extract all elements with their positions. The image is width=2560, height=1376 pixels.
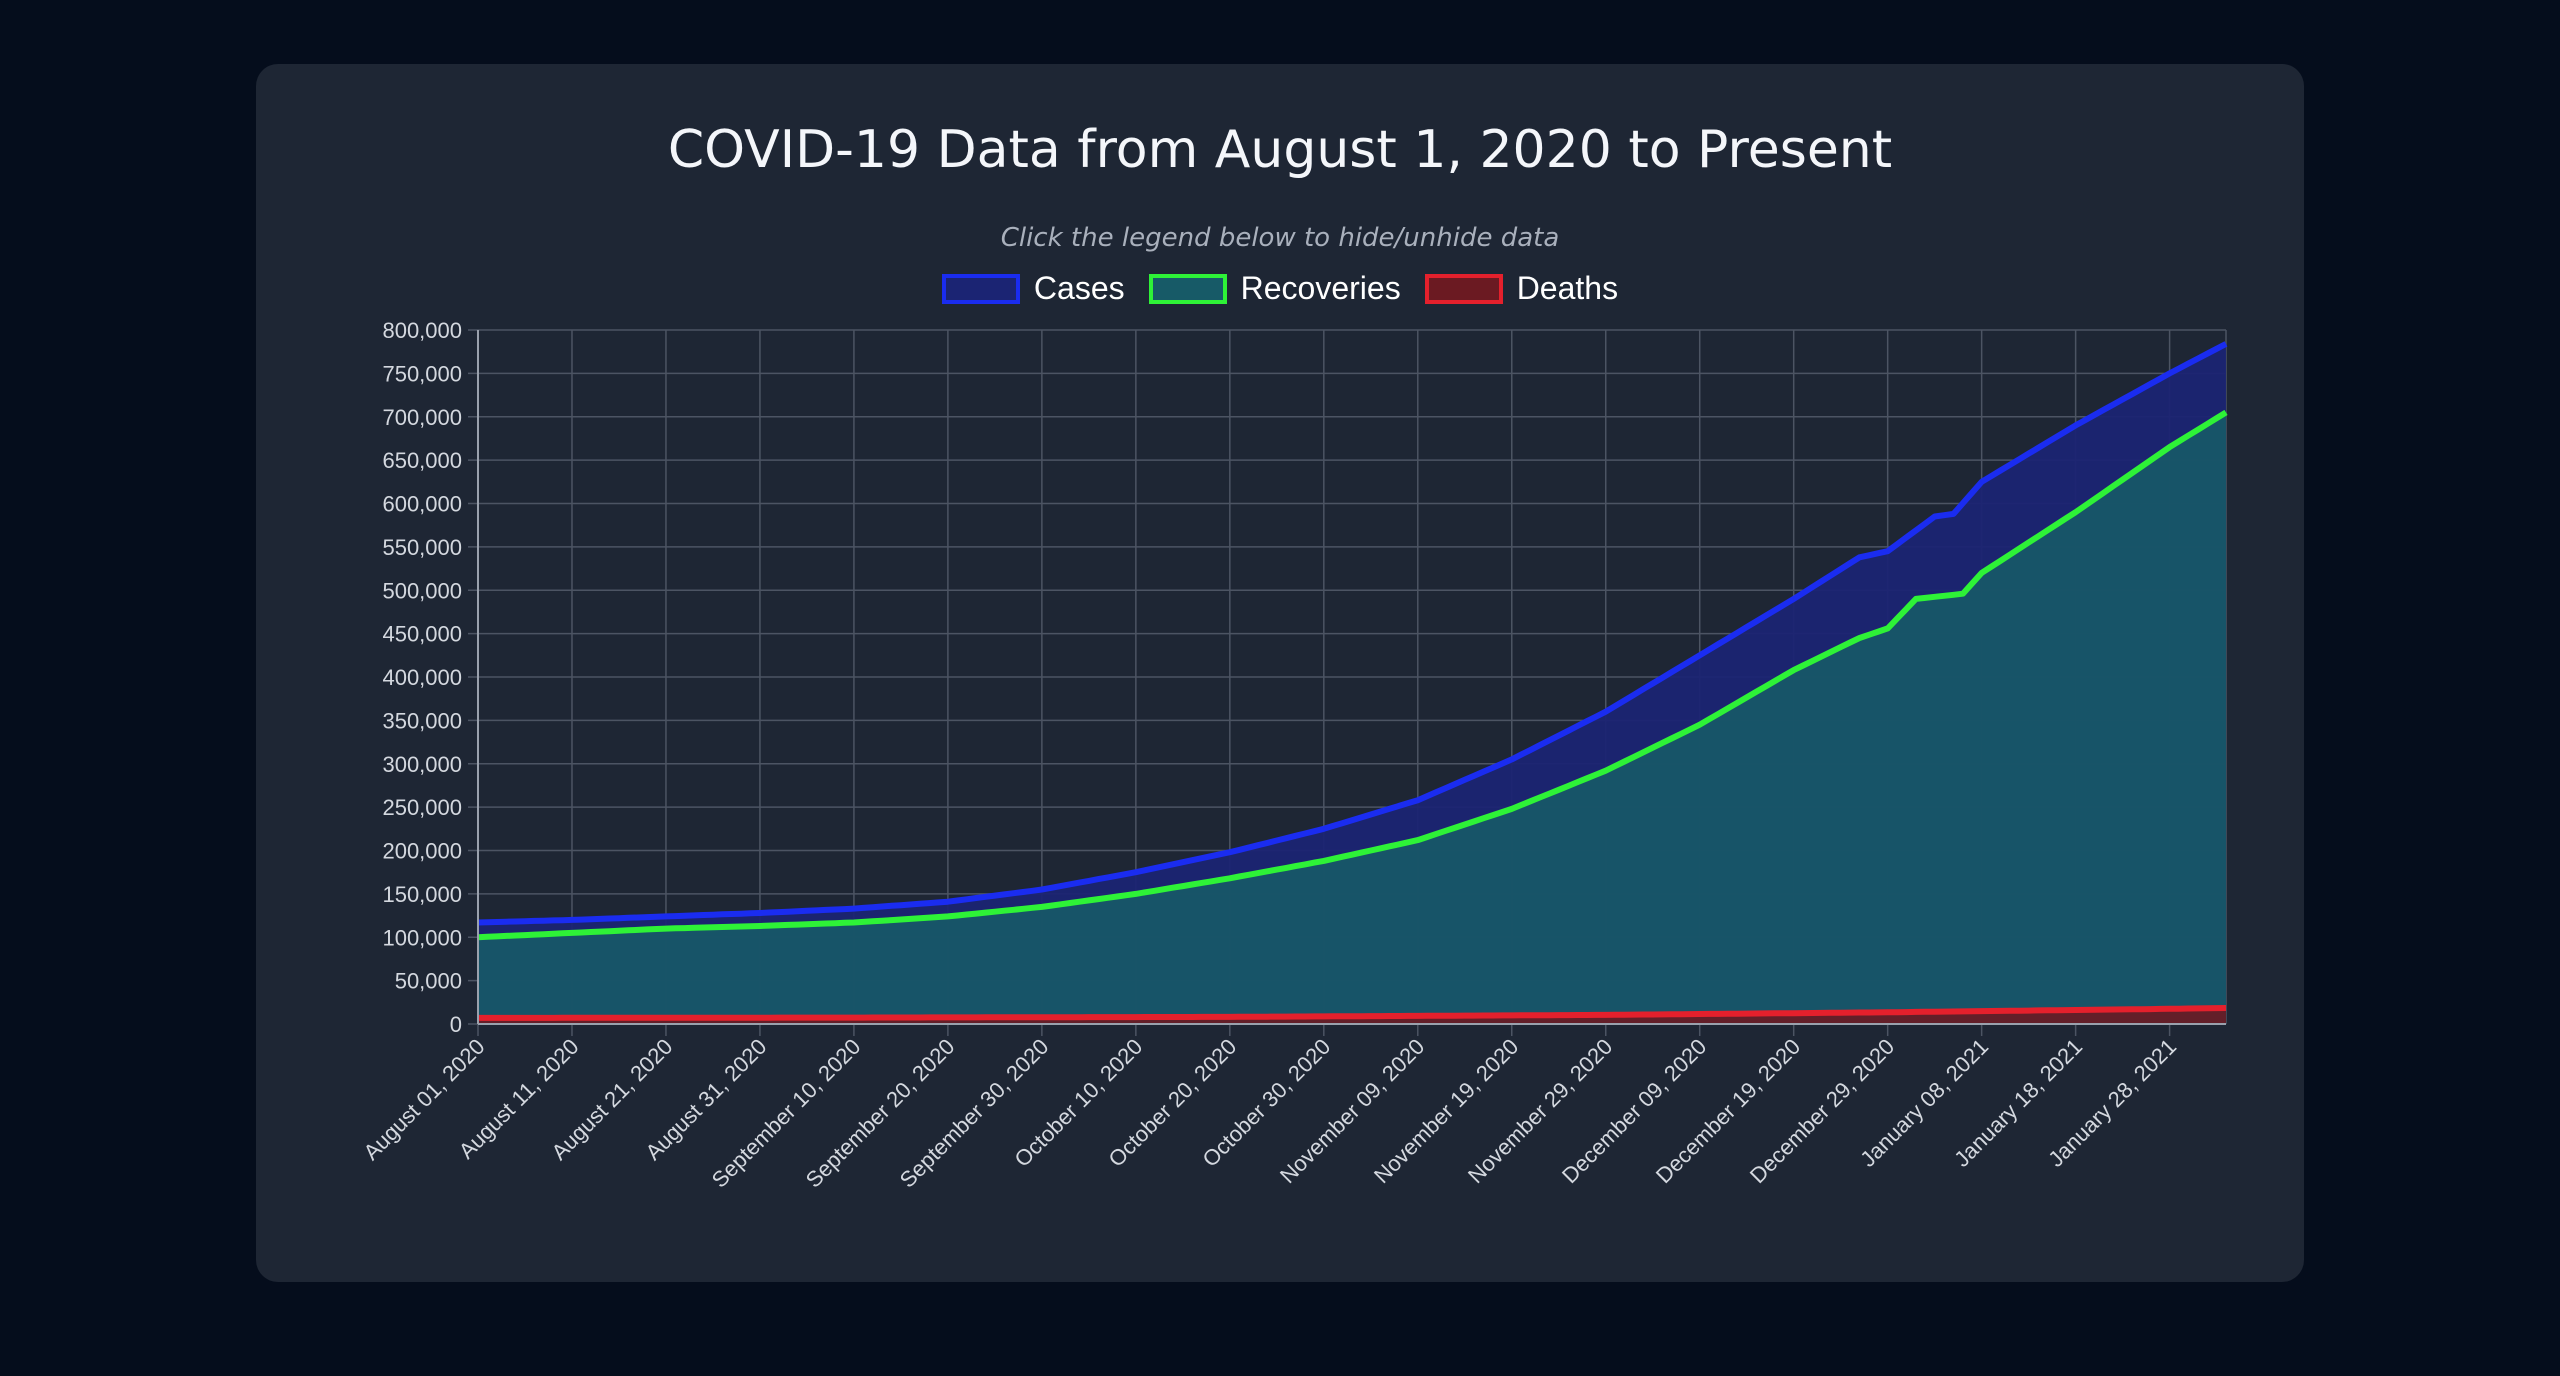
- y-tick-label: 50,000: [395, 969, 462, 994]
- y-tick-label: 0: [450, 1012, 462, 1037]
- area-recoveries: [478, 412, 2226, 1024]
- y-tick-label: 400,000: [382, 665, 462, 690]
- legend-label-deaths: Deaths: [1516, 270, 1619, 306]
- y-tick-label: 800,000: [382, 318, 462, 343]
- y-tick-label: 550,000: [382, 535, 462, 560]
- y-tick-label: 250,000: [382, 795, 462, 820]
- legend-item-cases[interactable]: Cases: [941, 270, 1125, 307]
- y-tick-label: 150,000: [382, 882, 462, 907]
- y-tick-label: 450,000: [382, 622, 462, 647]
- legend-item-recoveries[interactable]: Recoveries: [1148, 270, 1401, 307]
- chart-legend: Cases Recoveries Deaths: [0, 270, 2560, 307]
- chart-subtitle: Click the legend below to hide/unhide da…: [1000, 223, 1560, 253]
- y-tick-label: 100,000: [382, 925, 462, 950]
- legend-swatch-deaths: [1424, 273, 1503, 304]
- legend-item-deaths[interactable]: Deaths: [1424, 270, 1619, 307]
- legend-label-recoveries: Recoveries: [1240, 270, 1401, 306]
- y-tick-label: 750,000: [382, 361, 462, 386]
- y-tick-label: 600,000: [382, 492, 462, 517]
- y-tick-label: 700,000: [382, 405, 462, 430]
- legend-label-cases: Cases: [1033, 270, 1125, 306]
- y-tick-label: 650,000: [382, 448, 462, 473]
- line-recoveries: [477, 409, 2228, 941]
- line-deaths: [478, 1005, 2227, 1021]
- legend-swatch-recoveries: [1148, 273, 1227, 304]
- chart-title: COVID-19 Data from August 1, 2020 to Pre…: [667, 120, 1893, 180]
- y-tick-label: 500,000: [382, 578, 462, 603]
- y-tick-label: 300,000: [382, 752, 462, 777]
- y-tick-label: 200,000: [382, 839, 462, 864]
- y-tick-label: 350,000: [382, 708, 462, 733]
- legend-swatch-cases: [941, 273, 1020, 304]
- line-cases: [477, 341, 2228, 926]
